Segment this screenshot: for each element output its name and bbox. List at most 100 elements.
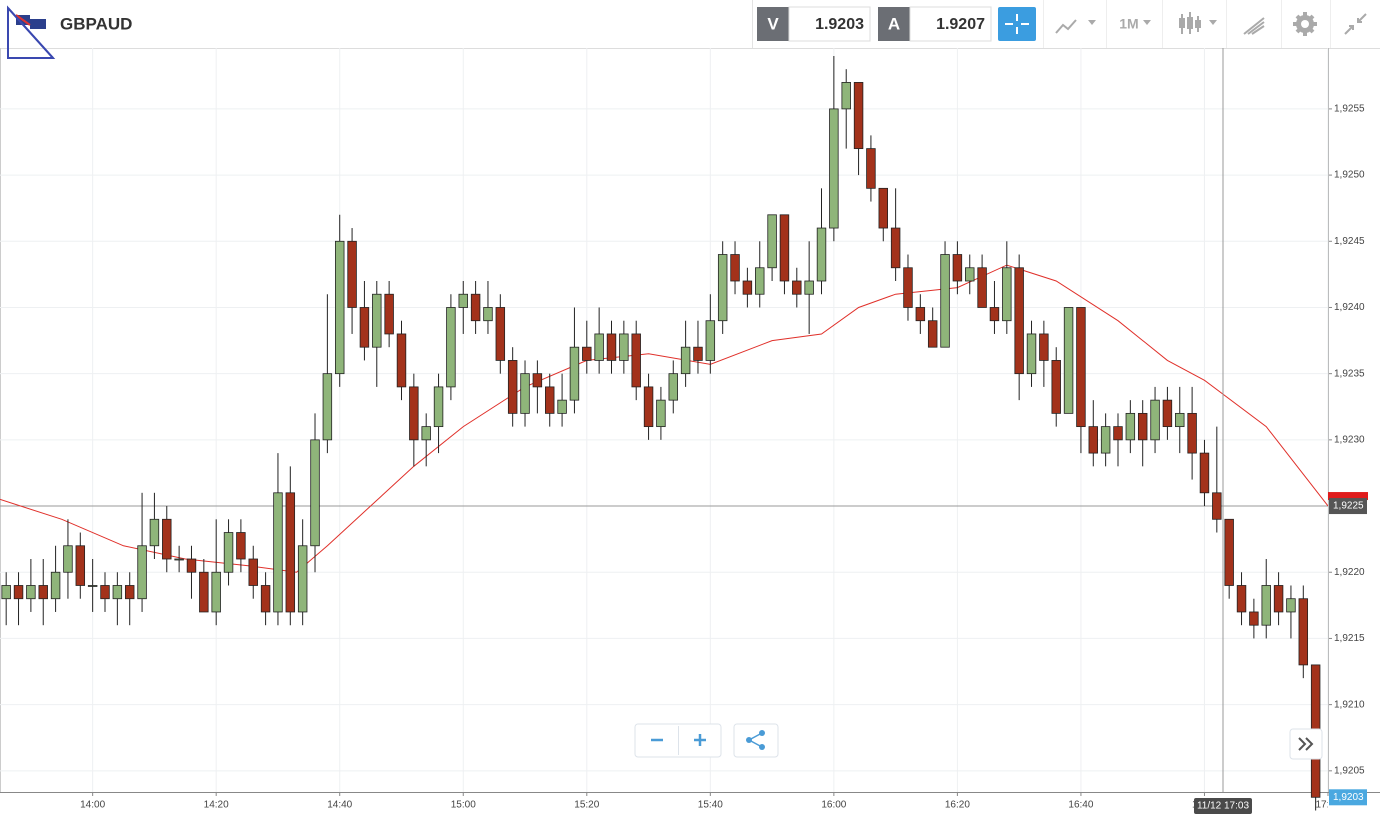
candle-body (446, 307, 456, 388)
crosshair-label: 11/12 17:03 (1197, 801, 1250, 812)
buy-price[interactable]: 1.9207 (936, 16, 985, 33)
candle-body (507, 360, 518, 414)
candle-body (977, 267, 987, 308)
y-tick-label: 1,9240 (1334, 302, 1365, 313)
candle-body (631, 333, 641, 388)
candle-body (582, 346, 592, 361)
candle-body (1273, 585, 1284, 613)
candle-body (470, 293, 481, 322)
candle-body (149, 518, 160, 547)
candle-body (853, 82, 864, 150)
candle-body (75, 545, 86, 586)
sell-label-box[interactable] (757, 7, 789, 41)
candle-body (87, 585, 98, 587)
candle-body (297, 545, 308, 613)
x-tick-label: 15:20 (574, 800, 599, 811)
candle-body (1, 585, 11, 600)
toolbar (0, 0, 1380, 48)
crosshair-label-box (1193, 798, 1252, 814)
y-tick-label: 1,9250 (1334, 170, 1365, 181)
candle-body (347, 240, 357, 308)
candle-body (495, 307, 506, 361)
candle-body (557, 399, 567, 414)
candle-body (223, 532, 234, 573)
candle-body (199, 571, 209, 613)
candle-body (421, 426, 431, 441)
candle-body (322, 373, 333, 441)
plot-area (0, 55, 1328, 811)
candle-body (124, 585, 135, 600)
candle-body (668, 373, 678, 401)
candle-body (816, 227, 827, 282)
candle-body (829, 108, 839, 229)
timeframe[interactable]: 1M (1119, 16, 1138, 32)
candle-body (755, 267, 765, 295)
last-price-box (1329, 789, 1367, 806)
candle-body (989, 307, 1000, 322)
candle-body (952, 254, 963, 282)
candle-body (841, 82, 851, 110)
candle-body (273, 492, 283, 613)
buy-price-box[interactable] (909, 6, 992, 42)
candle-body (433, 386, 444, 428)
candle-body (211, 571, 221, 613)
y-tick-label: 1,9245 (1334, 236, 1365, 247)
toolbar-icons[interactable] (1043, 0, 1367, 48)
candle-body (1199, 452, 1210, 494)
candle-body (866, 148, 876, 189)
candle-body (1100, 426, 1111, 454)
candle-body (1076, 307, 1086, 428)
candle-body (100, 585, 110, 600)
candle-body (1002, 267, 1012, 322)
candle-body (1039, 333, 1049, 361)
x-tick-label: 16:40 (1068, 800, 1093, 811)
candle-body (50, 571, 61, 600)
y-tick-label: 1,9235 (1334, 368, 1365, 379)
candle-body (792, 280, 802, 295)
candle-body (186, 558, 197, 573)
overlay: 11/12 17:03 1,9225 1,9203 (1193, 48, 1368, 814)
zoom-controls[interactable] (634, 723, 1323, 760)
x-tick-label: 17:20 (1315, 800, 1340, 811)
candle-body (804, 280, 814, 295)
x-tick-label: 14:40 (327, 800, 352, 811)
sell-price-box[interactable] (788, 6, 871, 42)
candle-body (112, 585, 123, 600)
candle-body (730, 254, 740, 282)
candle-body (532, 373, 543, 388)
candle-body (1137, 412, 1148, 441)
candle-body (372, 293, 382, 348)
candle-body (248, 558, 258, 586)
candle-body (1298, 598, 1309, 666)
candle-body (680, 346, 691, 375)
grid: 1,9205 1,9210 1,9215 1,9220 1,9225 1,9230 1,92… (0, 48, 1365, 811)
sell-label[interactable]: V (767, 14, 779, 33)
price-line-label-box (1329, 498, 1367, 515)
candle-body (1051, 360, 1061, 414)
candle-body (927, 320, 938, 348)
candle-body (63, 545, 73, 573)
candle-body (606, 333, 617, 361)
sell-price[interactable]: 1.9203 (815, 16, 864, 33)
candle-body (1249, 611, 1259, 626)
candle-body (359, 307, 370, 348)
x-tick-label: 15:00 (451, 800, 476, 811)
crosshair-button[interactable] (998, 7, 1036, 41)
candle-body (520, 373, 530, 414)
candle-body (1162, 399, 1173, 428)
buy-label[interactable]: A (888, 14, 900, 33)
candle-body (458, 293, 468, 308)
candle-body (1187, 412, 1197, 454)
candle-body (38, 585, 48, 600)
buy-label-box[interactable] (878, 7, 910, 41)
candle-body (236, 532, 246, 560)
candle-body (1063, 307, 1074, 414)
price-line-label: 1,9225 (1333, 501, 1364, 512)
symbol: GBPAUD (60, 14, 132, 33)
price-line-marker (1328, 492, 1368, 501)
candle-body (1150, 399, 1160, 441)
x-tick-label: 16:00 (821, 800, 846, 811)
candle-body (890, 227, 901, 269)
